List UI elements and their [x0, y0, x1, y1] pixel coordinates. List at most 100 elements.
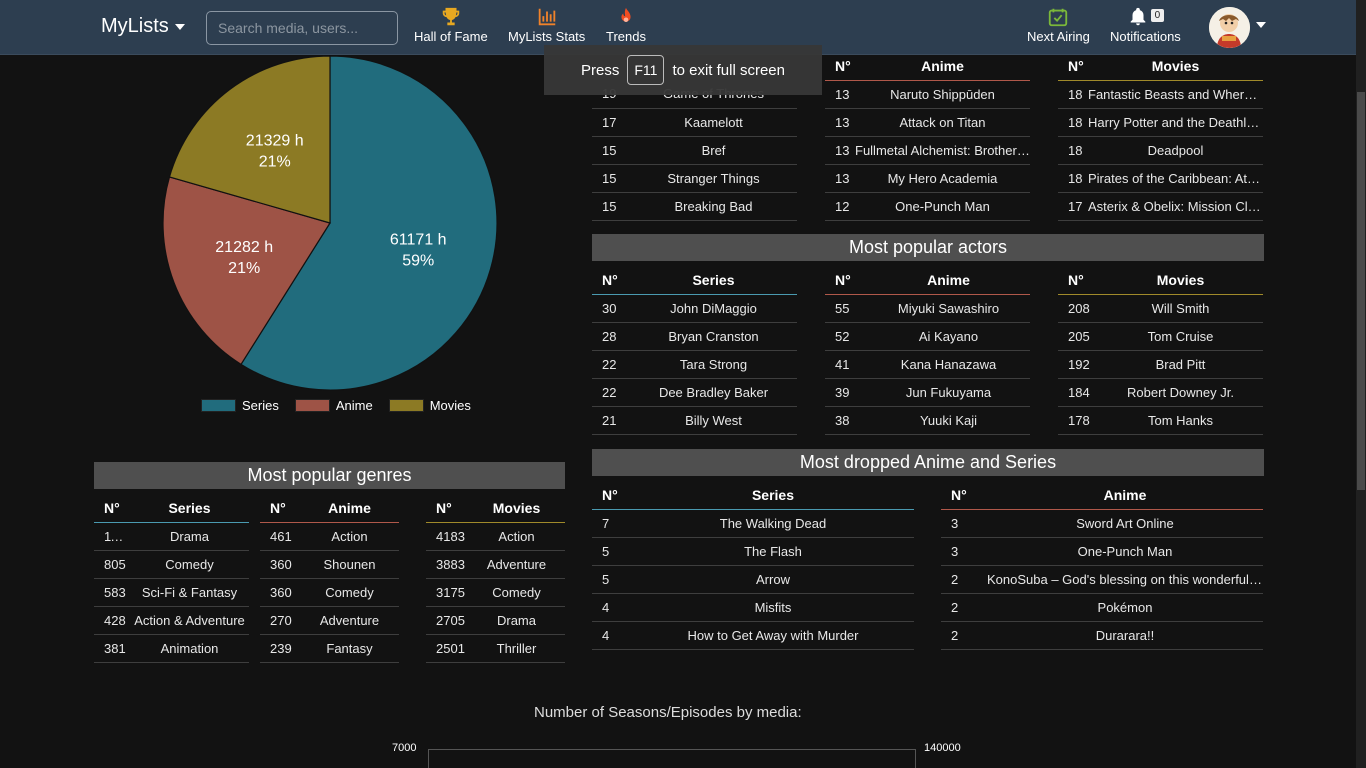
table-row[interactable]: 2 KonoSuba – God's blessing on this wonde…	[941, 565, 1263, 594]
table-row[interactable]: 7 The Walking Dead	[592, 509, 914, 538]
table-row[interactable]: 428 Action & Adventure	[94, 606, 249, 635]
pie-slice-series[interactable]	[240, 55, 498, 391]
table-row[interactable]: 15 Breaking Bad	[592, 192, 797, 221]
column-header: Anime	[300, 494, 399, 523]
genres-section-title: Most popular genres	[94, 462, 565, 489]
count-cell: 15	[592, 192, 630, 221]
nav-notifications[interactable]: 0 Notifications	[1110, 6, 1181, 44]
title-cell: Yuuki Kaji	[867, 406, 1030, 435]
count-header: N°	[260, 494, 300, 523]
actors-series-table: N° Series 30 John DiMaggio 28 Bryan Cranston 2…	[592, 266, 797, 435]
nav-hall-of-fame[interactable]: Hall of Fame	[414, 6, 488, 44]
column-header: Series	[130, 494, 249, 523]
count-cell: 13	[825, 136, 855, 165]
table-row[interactable]: 22 Dee Bradley Baker	[592, 378, 797, 407]
table-row[interactable]: 1174 Drama	[94, 522, 249, 551]
table-row[interactable]: 360 Shounen	[260, 550, 399, 579]
brand-menu[interactable]: MyLists	[101, 15, 185, 38]
table-row[interactable]: 3 Sword Art Online	[941, 509, 1263, 538]
title-cell: Bref	[630, 136, 797, 165]
table-row[interactable]: 583 Sci-Fi & Fantasy	[94, 578, 249, 607]
table-row[interactable]: 38 Yuuki Kaji	[825, 406, 1030, 435]
table-row[interactable]: 3175 Comedy	[426, 578, 565, 607]
table-row[interactable]: 239 Fantasy	[260, 634, 399, 663]
table-row[interactable]: 4 How to Get Away with Murder	[592, 621, 914, 650]
nav-trends[interactable]: Trends	[606, 6, 646, 44]
table-row[interactable]: 270 Adventure	[260, 606, 399, 635]
nav-mylists-stats[interactable]: MyLists Stats	[508, 6, 585, 44]
table-row[interactable]: 2 Durarara!!	[941, 621, 1263, 650]
table-row[interactable]: 55 Miyuki Sawashiro	[825, 294, 1030, 323]
table-row[interactable]: 4183 Action	[426, 522, 565, 551]
count-cell: 205	[1058, 322, 1098, 351]
table-row[interactable]: 2705 Drama	[426, 606, 565, 635]
table-row[interactable]: 13 Fullmetal Alchemist: Brotherhood	[825, 136, 1030, 165]
table-row[interactable]: 192 Brad Pitt	[1058, 350, 1263, 379]
table-row[interactable]: 3 One-Punch Man	[941, 537, 1263, 566]
table-row[interactable]: 41 Kana Hanazawa	[825, 350, 1030, 379]
title-cell: Action	[468, 522, 565, 551]
table-row[interactable]: 208 Will Smith	[1058, 294, 1263, 323]
table-row[interactable]: 18 Deadpool	[1058, 136, 1263, 165]
legend-item-anime[interactable]: Anime	[294, 398, 373, 413]
nav-next-airing-label: Next Airing	[1027, 29, 1090, 44]
title-cell: The Flash	[632, 537, 914, 566]
table-row[interactable]: 184 Robert Downey Jr.	[1058, 378, 1263, 407]
actors-movies-table: N° Movies 208 Will Smith 205 Tom Cruise 192 Bra…	[1058, 266, 1263, 435]
table-row[interactable]: 12 One-Punch Man	[825, 192, 1030, 221]
table-row[interactable]: 2 Pokémon	[941, 593, 1263, 622]
table-row[interactable]: 39 Jun Fukuyama	[825, 378, 1030, 407]
count-cell: 17	[592, 108, 630, 137]
table-row[interactable]: 4 Misfits	[592, 593, 914, 622]
left-axis-tick: 7000	[392, 742, 417, 754]
table-row[interactable]: 28 Bryan Cranston	[592, 322, 797, 351]
avatar[interactable]	[1209, 7, 1250, 48]
chevron-down-icon	[174, 23, 185, 30]
table-row[interactable]: 360 Comedy	[260, 578, 399, 607]
count-cell: 3	[941, 537, 987, 566]
count-cell: 52	[825, 322, 867, 351]
column-header: Anime	[867, 266, 1030, 295]
pie-slice-anime[interactable]	[162, 176, 331, 366]
table-row[interactable]: 178 Tom Hanks	[1058, 406, 1263, 435]
table-row[interactable]: 13 Naruto Shippūden	[825, 80, 1030, 109]
table-row[interactable]: 13 My Hero Academia	[825, 164, 1030, 193]
table-row[interactable]: 5 The Flash	[592, 537, 914, 566]
count-cell: 805	[94, 550, 130, 579]
chevron-down-icon[interactable]	[1256, 22, 1266, 28]
count-cell: 381	[94, 634, 130, 663]
table-row[interactable]: 15 Bref	[592, 136, 797, 165]
count-cell: 4	[592, 593, 632, 622]
title-cell: Comedy	[130, 550, 249, 579]
table-row[interactable]: 205 Tom Cruise	[1058, 322, 1263, 351]
table-row[interactable]: 30 John DiMaggio	[592, 294, 797, 323]
count-cell: 5	[592, 537, 632, 566]
table-row[interactable]: 805 Comedy	[94, 550, 249, 579]
table-row[interactable]: 13 Attack on Titan	[825, 108, 1030, 137]
table-row[interactable]: 3883 Adventure	[426, 550, 565, 579]
table-row[interactable]: 381 Animation	[94, 634, 249, 663]
column-header: Series	[630, 266, 797, 295]
legend-item-movies[interactable]: Movies	[388, 398, 471, 413]
table-row[interactable]: 461 Action	[260, 522, 399, 551]
search-input[interactable]	[206, 11, 398, 45]
count-cell: 208	[1058, 294, 1098, 323]
table-row[interactable]: 17 Kaamelott	[592, 108, 797, 137]
title-cell: Jun Fukuyama	[867, 378, 1030, 407]
count-cell: 583	[94, 578, 130, 607]
title-cell: One-Punch Man	[987, 537, 1263, 566]
table-row[interactable]: 22 Tara Strong	[592, 350, 797, 379]
scrollbar-thumb[interactable]	[1357, 92, 1365, 490]
table-row[interactable]: 5 Arrow	[592, 565, 914, 594]
nav-next-airing[interactable]: Next Airing	[1027, 6, 1090, 44]
table-row[interactable]: 15 Stranger Things	[592, 164, 797, 193]
table-row[interactable]: 52 Ai Kayano	[825, 322, 1030, 351]
legend-item-series[interactable]: Series	[201, 398, 279, 413]
table-row[interactable]: 2501 Thriller	[426, 634, 565, 663]
table-row[interactable]: 21 Billy West	[592, 406, 797, 435]
pie-slice-movies[interactable]	[168, 55, 331, 224]
